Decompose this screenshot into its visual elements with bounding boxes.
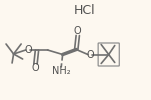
Text: O: O [86,50,94,60]
Text: O: O [24,45,32,55]
FancyBboxPatch shape [98,43,119,66]
Text: NH₂: NH₂ [52,66,71,76]
Text: O: O [74,26,82,36]
Text: HCl: HCl [74,4,95,16]
Text: O: O [32,63,39,73]
